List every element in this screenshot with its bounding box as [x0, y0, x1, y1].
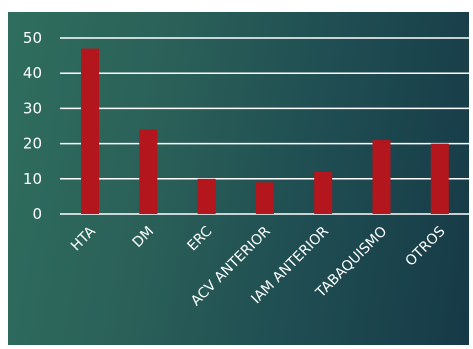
x-category-label: ERC — [185, 223, 216, 254]
y-tick-label: 40 — [23, 64, 42, 82]
y-tick-label: 10 — [23, 170, 42, 188]
y-tick-label: 30 — [23, 99, 42, 117]
y-tick-label: 20 — [23, 135, 42, 153]
x-category-label: OTROS — [403, 223, 449, 269]
bar-acv-anterior — [255, 182, 274, 214]
y-tick-label: 50 — [23, 29, 42, 47]
x-category-label: HTA — [68, 223, 99, 254]
bar-dm — [139, 129, 158, 214]
bars — [81, 48, 449, 215]
bar-erc — [197, 178, 216, 214]
y-axis-ticks: 0 10 20 30 40 50 — [23, 29, 42, 223]
bar-otros — [430, 143, 449, 214]
y-tick-label: 0 — [32, 205, 42, 223]
bar-hta — [81, 48, 99, 215]
x-category-label: DM — [130, 224, 157, 251]
bar-iam-anterior — [314, 171, 333, 214]
gridlines — [60, 37, 469, 215]
bar-tabaquismo — [372, 140, 391, 214]
